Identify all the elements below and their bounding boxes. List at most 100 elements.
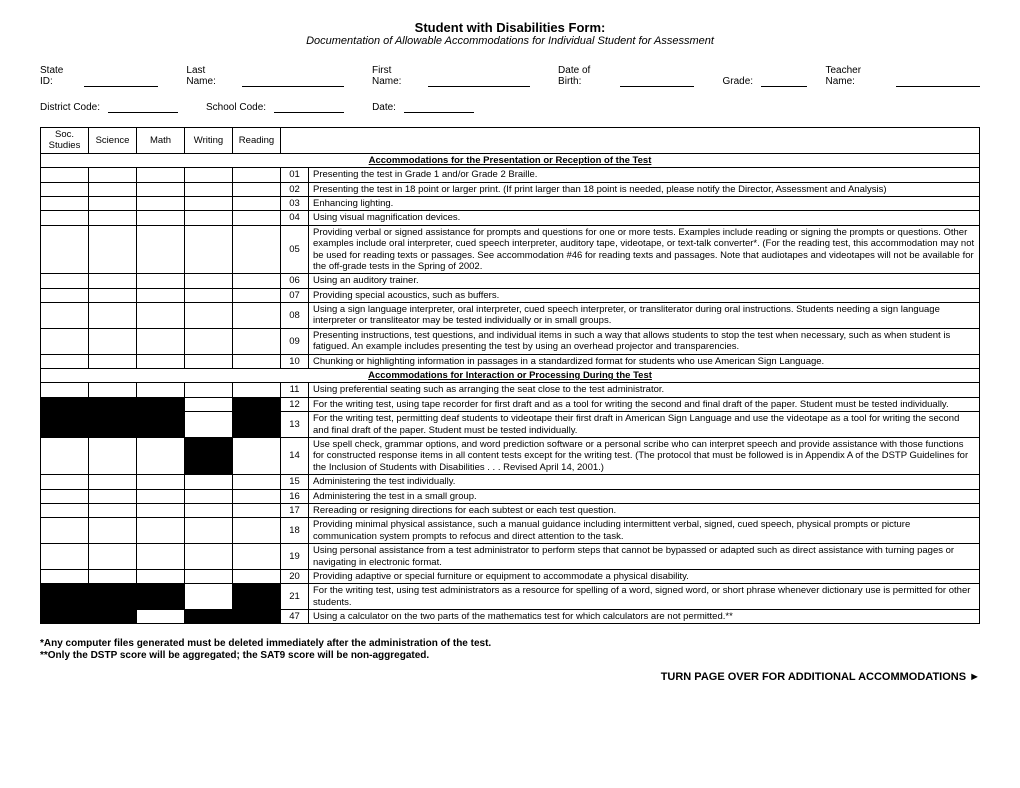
checkbox-cell[interactable] [89,196,137,210]
checkbox-cell[interactable] [41,489,89,503]
checkbox-cell[interactable] [89,475,137,489]
checkbox-cell[interactable] [89,225,137,274]
checkbox-cell[interactable] [89,383,137,397]
checkbox-cell[interactable] [41,328,89,354]
checkbox-cell[interactable] [89,274,137,288]
checkbox-cell[interactable] [41,303,89,329]
checkbox-cell[interactable] [41,182,89,196]
checkbox-cell[interactable] [233,569,281,583]
checkbox-cell[interactable] [89,211,137,225]
dob-input[interactable] [620,75,694,87]
state-id-input[interactable] [84,75,158,87]
checkbox-cell[interactable] [89,503,137,517]
checkbox-cell[interactable] [137,288,185,302]
checkbox-cell[interactable] [185,274,233,288]
first-name-input[interactable] [428,75,530,87]
checkbox-cell[interactable] [233,544,281,570]
checkbox-cell[interactable] [233,437,281,474]
checkbox-cell[interactable] [89,288,137,302]
checkbox-cell[interactable] [137,569,185,583]
checkbox-cell[interactable] [89,489,137,503]
checkbox-cell[interactable] [41,354,89,368]
teacher-input[interactable] [896,75,980,87]
checkbox-cell[interactable] [185,518,233,544]
checkbox-cell[interactable] [89,354,137,368]
checkbox-cell[interactable] [233,168,281,182]
checkbox-cell[interactable] [137,475,185,489]
checkbox-cell[interactable] [41,437,89,474]
checkbox-cell[interactable] [89,569,137,583]
checkbox-cell[interactable] [233,328,281,354]
last-name-input[interactable] [242,75,344,87]
checkbox-cell[interactable] [137,354,185,368]
checkbox-cell[interactable] [89,544,137,570]
checkbox-cell[interactable] [137,211,185,225]
checkbox-cell[interactable] [185,168,233,182]
date-input[interactable] [404,101,474,113]
grade-input[interactable] [761,75,807,87]
checkbox-cell[interactable] [41,168,89,182]
checkbox-cell[interactable] [137,196,185,210]
checkbox-cell[interactable] [233,503,281,517]
checkbox-cell[interactable] [233,225,281,274]
checkbox-cell[interactable] [89,328,137,354]
checkbox-cell[interactable] [233,354,281,368]
checkbox-cell[interactable] [185,225,233,274]
checkbox-cell[interactable] [137,303,185,329]
checkbox-cell[interactable] [41,225,89,274]
checkbox-cell[interactable] [89,518,137,544]
school-input[interactable] [274,101,344,113]
checkbox-cell[interactable] [185,354,233,368]
checkbox-cell[interactable] [137,544,185,570]
checkbox-cell[interactable] [89,168,137,182]
checkbox-cell[interactable] [185,544,233,570]
checkbox-cell[interactable] [233,182,281,196]
checkbox-cell[interactable] [185,489,233,503]
checkbox-cell[interactable] [89,303,137,329]
checkbox-cell[interactable] [41,503,89,517]
checkbox-cell[interactable] [185,584,233,610]
checkbox-cell[interactable] [41,274,89,288]
checkbox-cell[interactable] [41,196,89,210]
checkbox-cell[interactable] [185,397,233,411]
checkbox-cell[interactable] [137,489,185,503]
checkbox-cell[interactable] [89,182,137,196]
checkbox-cell[interactable] [233,211,281,225]
checkbox-cell[interactable] [185,412,233,438]
checkbox-cell[interactable] [233,288,281,302]
checkbox-cell[interactable] [185,182,233,196]
checkbox-cell[interactable] [137,383,185,397]
checkbox-cell[interactable] [137,182,185,196]
checkbox-cell[interactable] [233,518,281,544]
checkbox-cell[interactable] [233,475,281,489]
checkbox-cell[interactable] [185,569,233,583]
checkbox-cell[interactable] [89,437,137,474]
checkbox-cell[interactable] [185,475,233,489]
checkbox-cell[interactable] [137,168,185,182]
checkbox-cell[interactable] [185,288,233,302]
checkbox-cell[interactable] [137,437,185,474]
district-input[interactable] [108,101,178,113]
checkbox-cell[interactable] [41,211,89,225]
checkbox-cell[interactable] [185,196,233,210]
checkbox-cell[interactable] [233,274,281,288]
checkbox-cell[interactable] [137,610,185,624]
checkbox-cell[interactable] [233,489,281,503]
checkbox-cell[interactable] [137,503,185,517]
checkbox-cell[interactable] [41,518,89,544]
checkbox-cell[interactable] [185,303,233,329]
checkbox-cell[interactable] [137,518,185,544]
checkbox-cell[interactable] [41,383,89,397]
checkbox-cell[interactable] [233,196,281,210]
checkbox-cell[interactable] [233,303,281,329]
checkbox-cell[interactable] [137,328,185,354]
checkbox-cell[interactable] [41,475,89,489]
checkbox-cell[interactable] [41,569,89,583]
checkbox-cell[interactable] [185,383,233,397]
checkbox-cell[interactable] [41,288,89,302]
checkbox-cell[interactable] [137,274,185,288]
checkbox-cell[interactable] [233,383,281,397]
checkbox-cell[interactable] [41,544,89,570]
checkbox-cell[interactable] [137,225,185,274]
checkbox-cell[interactable] [185,503,233,517]
